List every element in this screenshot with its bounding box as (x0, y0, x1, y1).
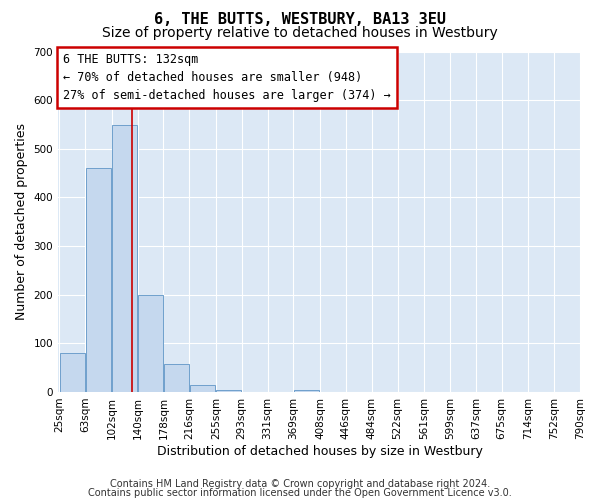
Text: Contains HM Land Registry data © Crown copyright and database right 2024.: Contains HM Land Registry data © Crown c… (110, 479, 490, 489)
Bar (190, 384, 215, 392)
Bar (60, 353, 85, 392)
Bar (294, 390, 319, 392)
Bar (112, 126, 137, 392)
Bar (216, 390, 241, 392)
X-axis label: Distribution of detached houses by size in Westbury: Distribution of detached houses by size … (157, 444, 482, 458)
Text: 6, THE BUTTS, WESTBURY, BA13 3EU: 6, THE BUTTS, WESTBURY, BA13 3EU (154, 12, 446, 28)
Text: Size of property relative to detached houses in Westbury: Size of property relative to detached ho… (102, 26, 498, 40)
Text: Contains public sector information licensed under the Open Government Licence v3: Contains public sector information licen… (88, 488, 512, 498)
Y-axis label: Number of detached properties: Number of detached properties (15, 123, 28, 320)
Bar (138, 294, 163, 392)
Bar (86, 168, 111, 392)
Bar (164, 364, 189, 392)
Text: 6 THE BUTTS: 132sqm
← 70% of detached houses are smaller (948)
27% of semi-detac: 6 THE BUTTS: 132sqm ← 70% of detached ho… (63, 53, 391, 102)
